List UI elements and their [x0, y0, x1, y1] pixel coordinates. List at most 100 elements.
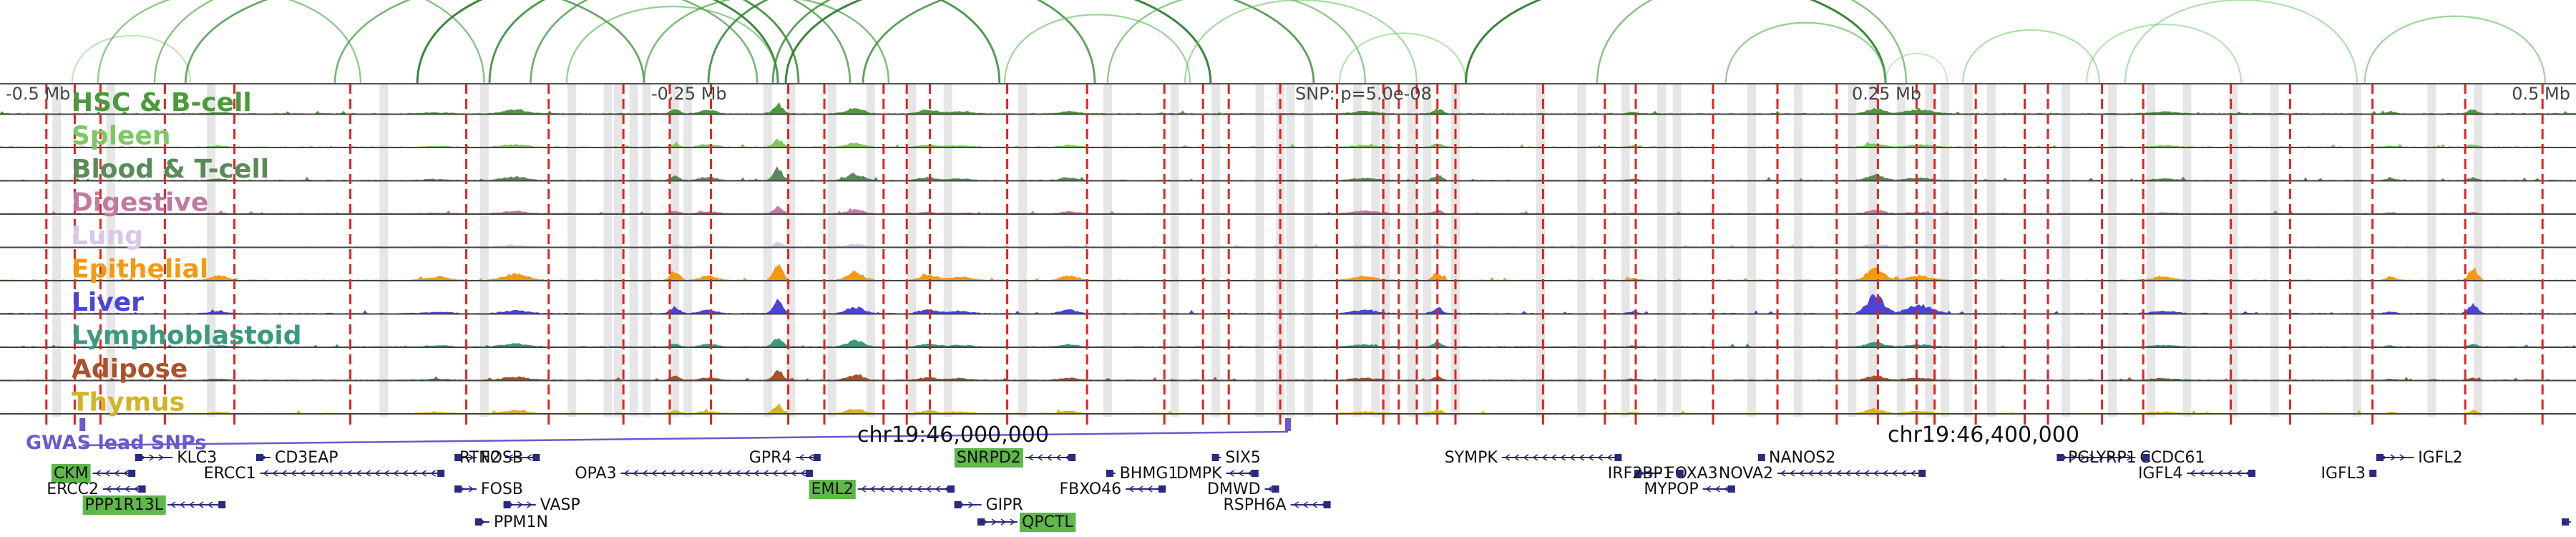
signal-track-area	[0, 294, 2576, 314]
interaction-loop	[643, 0, 890, 84]
gene-strand-arrow	[1302, 501, 1309, 508]
highlight-band	[1621, 84, 1630, 417]
highlight-band	[1304, 84, 1313, 417]
highlight-band	[1896, 84, 1906, 417]
gene-strand-arrow	[869, 485, 876, 493]
interaction-loop	[1003, 14, 1191, 84]
gene-strand-arrow	[133, 485, 140, 493]
interaction-loop	[707, 0, 1001, 84]
gene-strand-arrow	[1826, 470, 1833, 477]
gene-strand-arrow	[888, 485, 894, 493]
gene-exon	[954, 501, 962, 508]
gene-strand-arrow	[2218, 470, 2223, 477]
gene-strand-arrow	[281, 470, 288, 477]
gene-exon	[2369, 470, 2377, 477]
gene-strand-arrow	[1863, 470, 1870, 477]
track-name: Lung	[72, 221, 143, 251]
interaction-loop	[184, 0, 645, 84]
interaction-loop	[784, 0, 1212, 84]
highlight-band	[907, 84, 917, 417]
gene-exon	[1676, 470, 1684, 477]
signal-track-area	[0, 241, 2576, 248]
gene-strand-arrow	[468, 485, 474, 493]
gene-exon	[1068, 454, 1076, 461]
signal-track-area	[0, 102, 2576, 115]
interaction-loop	[1464, 0, 1887, 84]
gene-strand-arrow	[808, 454, 814, 461]
highlight-band	[2353, 84, 2361, 417]
gene-strand-arrow	[1055, 454, 1062, 461]
gene-strand-arrow	[95, 470, 102, 477]
gene-strand-arrow	[1597, 454, 1604, 461]
gene-strand-arrow	[2070, 454, 2077, 461]
coordinate-label: chr19:46,400,000	[1888, 422, 2079, 448]
gene-exon	[1106, 470, 1113, 477]
signal-tracks	[0, 102, 2576, 415]
gene-exon	[977, 518, 985, 526]
gene-strand-arrow	[1714, 485, 1721, 493]
gene-label: CD3EAP	[275, 449, 338, 467]
gene-strand-arrow	[114, 485, 121, 493]
interaction-loop	[1724, 21, 1887, 84]
track-name: Lymphoblastoid	[72, 321, 302, 351]
gene-strand-arrow	[791, 470, 797, 477]
gene-label-box	[954, 448, 1023, 468]
highlight-bands	[52, 84, 2483, 417]
track-name: Thymus	[72, 388, 185, 417]
gene-strand-arrow	[1606, 454, 1613, 461]
gene-strand-arrow	[916, 485, 922, 493]
gene-label: PPP1R13L	[85, 496, 164, 514]
gene-strand-arrow	[179, 501, 185, 508]
interaction-loop	[1338, 32, 1467, 84]
interaction-loop	[530, 0, 852, 84]
highlight-band	[1747, 84, 1756, 417]
gene-exon	[532, 454, 540, 461]
gene-strand-arrow	[1293, 501, 1299, 508]
gene-strand-arrow	[1873, 470, 1879, 477]
gene-strand-arrow	[1807, 470, 1814, 477]
interaction-loop	[416, 0, 779, 84]
gene-strand-arrow	[263, 470, 269, 477]
gene-label: SIX5	[1225, 449, 1261, 467]
track-name: Epithelial	[72, 255, 208, 284]
axis-label-center: SNP: p=5.0e-08	[1295, 84, 1432, 104]
highlight-band	[1963, 84, 1973, 417]
highlight-band	[2270, 84, 2279, 417]
highlight-band	[2427, 84, 2436, 417]
gene-label: FBXO46	[1059, 480, 1121, 498]
signal-track-area	[0, 338, 2576, 347]
highlight-band	[1657, 84, 1666, 417]
gene-exon	[813, 454, 821, 461]
gene-label: CKM	[54, 465, 89, 483]
gene-exon	[806, 470, 813, 477]
interaction-loop	[2363, 15, 2546, 84]
highlight-band	[1848, 84, 1857, 417]
highlight-band	[866, 84, 875, 417]
axis-label-left-mid: -0.25 Mb	[651, 84, 727, 104]
highlight-band	[603, 84, 613, 417]
highlight-band	[1577, 84, 1586, 417]
gene-label: GPR4	[749, 449, 792, 467]
interaction-loop	[1596, 0, 1908, 84]
signal-track-area	[0, 369, 2576, 381]
gene-strand-arrow	[123, 470, 130, 477]
highlight-band	[207, 84, 216, 417]
gene-exon	[1251, 470, 1259, 477]
highlight-band	[1018, 84, 1028, 417]
interaction-loop	[97, 0, 362, 84]
gene-strand-arrow	[411, 470, 418, 477]
gene-strand-arrow	[1854, 470, 1860, 477]
gene-strand-arrow	[2236, 470, 2242, 477]
gene-exon	[437, 470, 445, 477]
highlight-band	[1672, 84, 1682, 417]
gene-strand-arrow	[1724, 485, 1730, 493]
highlight-band	[1868, 84, 1878, 417]
highlight-band	[1941, 84, 1949, 417]
track-name: Digestive	[72, 188, 208, 218]
gene-strand-arrow	[105, 485, 112, 493]
gene-strand-arrow	[393, 470, 399, 477]
gene-strand-arrow	[753, 470, 760, 477]
gene-exon	[1757, 454, 1765, 461]
gene-strand-arrow	[527, 501, 532, 508]
gene-strand-arrow	[651, 470, 658, 477]
